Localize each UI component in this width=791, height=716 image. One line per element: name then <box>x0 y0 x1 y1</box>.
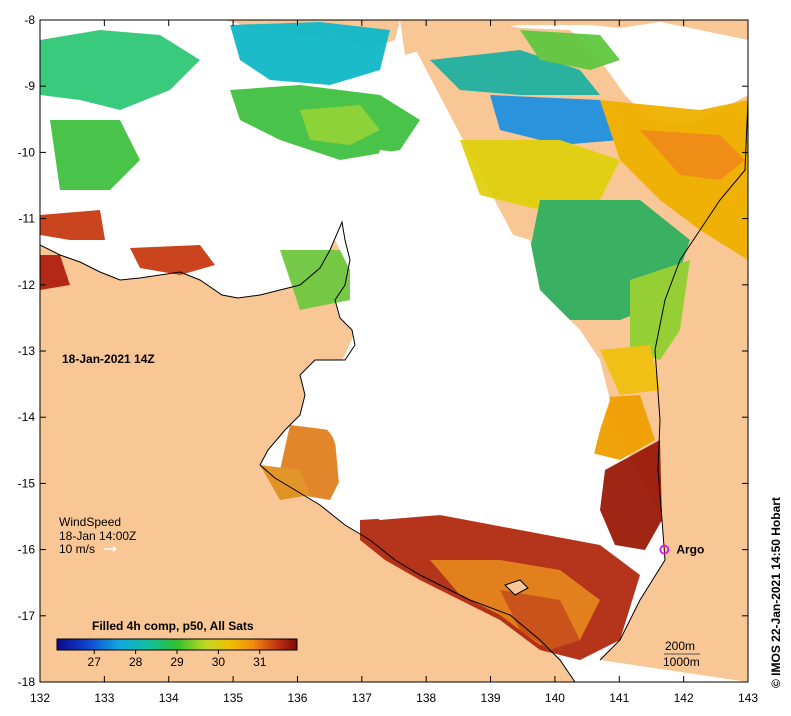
colorbar-tick-label: 31 <box>253 655 267 669</box>
y-tick-label: -14 <box>18 410 36 424</box>
x-tick-label: 134 <box>159 691 179 705</box>
x-tick-label: 141 <box>609 691 629 705</box>
x-tick-label: 137 <box>352 691 372 705</box>
colorbar-tick-label: 27 <box>88 655 102 669</box>
x-tick-label: 138 <box>416 691 436 705</box>
contour-1000-label: 1000m <box>663 655 700 669</box>
argo-icon <box>659 544 670 555</box>
colorbar <box>56 638 298 651</box>
wind-scale-arrow-icon <box>104 546 117 552</box>
x-tick-label: 139 <box>481 691 501 705</box>
colorbar-tick-label: 28 <box>129 655 143 669</box>
colorbar-ticks: 27 28 29 30 31 <box>88 650 267 669</box>
x-axis: 132 133 134 135 136 137 138 139 140 141 142 143 <box>30 20 758 705</box>
argo-label: Argo <box>676 543 704 557</box>
wind-scale: 10 m/s <box>59 542 95 556</box>
x-tick-label: 133 <box>94 691 114 705</box>
sst-field <box>40 22 748 660</box>
island-mornington <box>504 579 529 596</box>
colorbar-title: Filled 4h comp, p50, All Sats <box>92 619 254 633</box>
x-tick-label: 143 <box>738 691 758 705</box>
y-tick-label: -10 <box>18 145 36 159</box>
x-tick-label: 135 <box>223 691 243 705</box>
cloud-mask-north <box>370 150 460 205</box>
colorbar-tick-label: 29 <box>170 655 184 669</box>
y-axis: -8 -9 -10 -11 -12 -13 -14 -15 -16 -17 -18 <box>18 13 748 689</box>
wind-title: WindSpeed <box>59 515 121 529</box>
y-tick-label: -9 <box>24 79 35 93</box>
argo-marker[interactable]: Argo <box>659 543 704 557</box>
coastline-east <box>599 99 748 661</box>
colorbar-tick-label: 30 <box>212 655 226 669</box>
y-tick-label: -11 <box>19 212 36 226</box>
x-tick-label: 132 <box>30 691 50 705</box>
y-tick-label: -12 <box>18 278 36 292</box>
contour-200-label: 200m <box>665 639 695 653</box>
x-tick-label: 142 <box>674 691 694 705</box>
y-tick-label: -18 <box>18 675 36 689</box>
y-tick-label: -8 <box>24 13 35 27</box>
land-east <box>600 350 748 682</box>
x-tick-label: 140 <box>545 691 565 705</box>
x-tick-label: 136 <box>287 691 307 705</box>
y-tick-label: -13 <box>18 344 36 358</box>
credit-text: © IMOS 22-Jan-2021 14:50 Hobart <box>769 497 783 688</box>
y-tick-label: -17 <box>18 609 36 623</box>
y-tick-label: -15 <box>18 476 36 490</box>
coastline <box>40 220 576 682</box>
y-tick-label: -16 <box>18 543 36 557</box>
wind-time: 18-Jan 14:00Z <box>59 529 136 543</box>
cloud-mask <box>200 165 610 530</box>
land-cape-tip <box>400 20 748 55</box>
datetime-label: 18-Jan-2021 14Z <box>62 352 155 366</box>
